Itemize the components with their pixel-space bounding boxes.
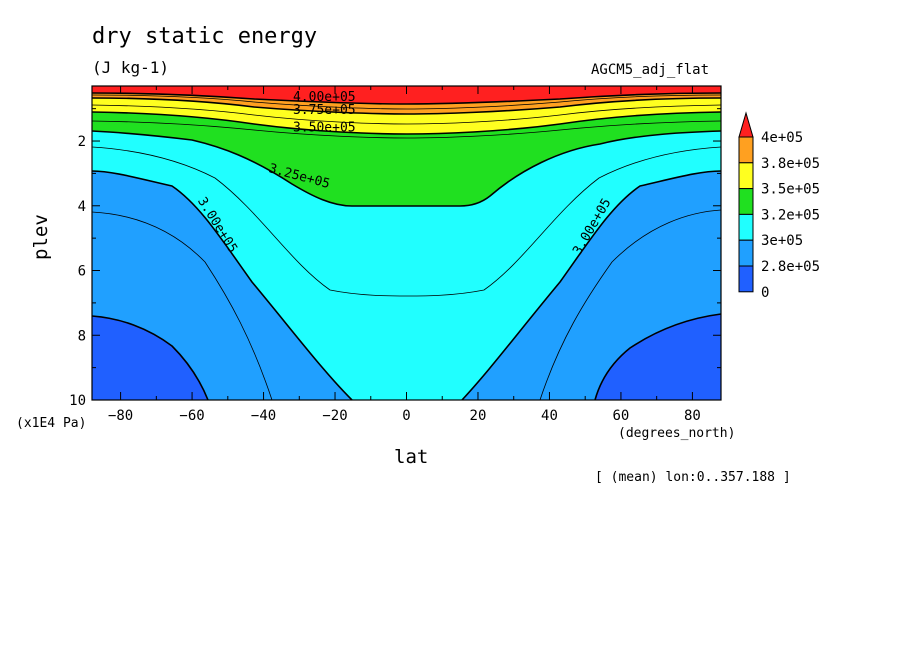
colorbar-label: 4e+05: [761, 130, 803, 146]
band-3e5-3.2e5: [92, 86, 721, 400]
contour-line-3.1e5: [91, 146, 722, 297]
contour-line-2.8e5-right: [594, 313, 722, 401]
x-tick-label: 40: [541, 408, 558, 424]
y-axis-ticks: 2 4 6 8 10: [69, 108, 721, 409]
colorbar-swatch: [738, 265, 754, 293]
colorbar-label: 2.8e+05: [761, 259, 820, 275]
x-tick-label: 80: [684, 408, 701, 424]
colorbar-label: 3.8e+05: [761, 156, 820, 172]
contour-line-4e5: [91, 92, 722, 105]
x-tick-label: 20: [470, 408, 487, 424]
contour-line-2.9e5-left: [91, 211, 273, 401]
contour-label: 3.75e+05: [293, 103, 356, 118]
contour-line-3.65e5: [91, 104, 722, 125]
model-label: AGCM5_adj_flat: [591, 62, 710, 78]
x-tick-label: 60: [613, 408, 630, 424]
chart-title: dry static energy: [92, 24, 318, 49]
colorbar-swatch: [738, 213, 754, 241]
colorbar-swatch: [738, 136, 754, 164]
colorbar-label: 0: [761, 285, 769, 301]
contour-line-3.9e5: [91, 94, 722, 110]
colorbar: 4e+05 3.8e+05 3.5e+05 3.2e+05 3e+05 2.8e+05 0: [738, 111, 820, 301]
contour-line-3.8e5: [91, 97, 722, 115]
x-tick-label: 0: [402, 408, 410, 424]
x-axis-label: lat: [394, 446, 429, 468]
y-axis-unit: (x1E4 Pa): [16, 416, 87, 431]
x-tick-label: −80: [108, 408, 133, 424]
colorbar-swatch: [738, 188, 754, 215]
x-axis-unit: (degrees_north): [618, 426, 736, 441]
y-tick-label: 4: [78, 199, 86, 215]
colorbar-label: 3.2e+05: [761, 207, 820, 223]
contour-line-3e5: [91, 170, 722, 401]
contour-line-3.2e5: [91, 130, 722, 207]
colorbar-swatch: [738, 239, 754, 267]
averaging-note: [ (mean) lon:0..357.188 ]: [595, 470, 791, 485]
x-tick-label: −20: [322, 408, 347, 424]
contour-line-2.9e5-right: [539, 209, 722, 401]
filled-contours: [92, 86, 721, 400]
colorbar-label: 3.5e+05: [761, 182, 820, 198]
band-above-4e5: [92, 86, 721, 104]
contour-label: 3.50e+05: [293, 121, 356, 136]
contour-line-3.5e5: [91, 111, 722, 135]
x-tick-label: −40: [251, 408, 276, 424]
y-tick-label: 2: [78, 134, 86, 150]
x-tick-label: −60: [179, 408, 204, 424]
contour-label: 4.00e+05: [293, 90, 356, 105]
contour-line-3.35e5: [91, 120, 722, 139]
y-tick-label: 10: [69, 393, 86, 409]
x-axis-ticks: −80 −60 −40 −20 0 20 40 60 80: [108, 86, 701, 424]
chart-units: (J kg-1): [92, 58, 170, 77]
colorbar-swatch: [738, 162, 754, 190]
y-tick-label: 6: [78, 264, 86, 280]
contour-lines: [91, 92, 722, 401]
y-tick-label: 8: [78, 328, 86, 344]
colorbar-label: 3e+05: [761, 233, 803, 249]
colorbar-over-triangle: [738, 111, 754, 138]
contour-line-2.8e5-left: [91, 315, 209, 401]
